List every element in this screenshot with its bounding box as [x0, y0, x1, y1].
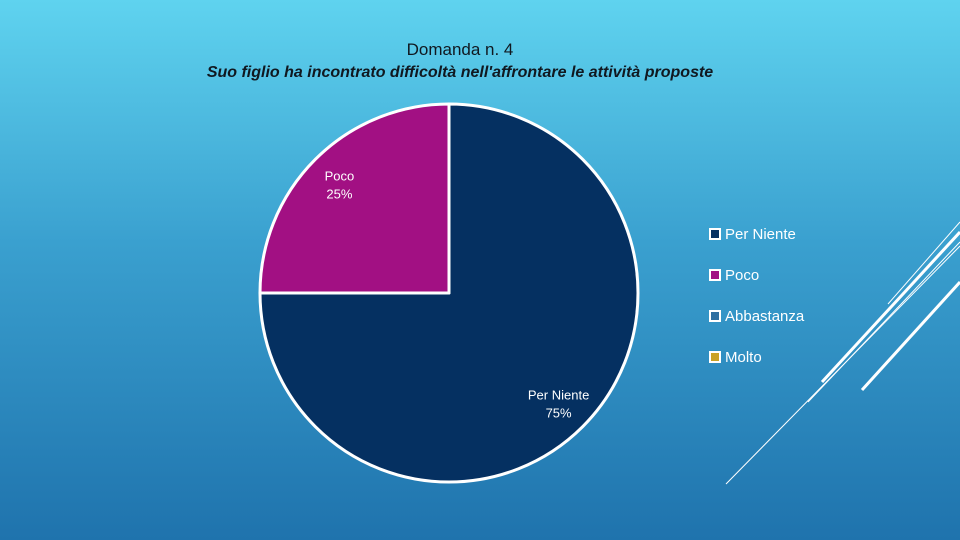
slice-label: Per Niente 75%: [528, 388, 589, 421]
decorative-line: [887, 221, 960, 305]
slice-label-category: Poco: [325, 168, 355, 183]
decorative-line: [860, 280, 960, 392]
legend-label: Abbastanza: [725, 308, 805, 325]
legend-swatch: [709, 351, 721, 363]
legend-label: Poco: [725, 267, 759, 284]
legend-item: Per Niente: [709, 226, 796, 243]
legend-label: Per Niente: [725, 226, 796, 243]
slice-label: Poco 25%: [325, 168, 355, 201]
legend-label: Molto: [725, 349, 762, 366]
slice-labels: Per Niente 75% Poco 25%: [325, 168, 590, 420]
decorative-lines: [725, 221, 960, 485]
legend-item: Abbastanza: [709, 308, 805, 325]
legend-item: Poco: [709, 267, 759, 284]
decorative-line: [725, 245, 960, 485]
slice-label-category: Per Niente: [528, 388, 589, 403]
pie-slice-poco: [258, 102, 451, 295]
legend-swatch: [709, 310, 721, 322]
legend-swatch: [709, 269, 721, 281]
pie-slices: [258, 102, 640, 484]
slice-label-value: 25%: [326, 186, 352, 201]
chart-title: Domanda n. 4: [406, 40, 514, 59]
decorative-line: [820, 230, 960, 384]
legend: Per Niente Poco Abbastanza Molto: [709, 226, 805, 366]
legend-item: Molto: [709, 349, 762, 366]
chart-subtitle: Suo figlio ha incontrato difficoltà nell…: [206, 64, 714, 81]
legend-swatch: [709, 228, 721, 240]
slice-label-value: 75%: [546, 406, 572, 421]
